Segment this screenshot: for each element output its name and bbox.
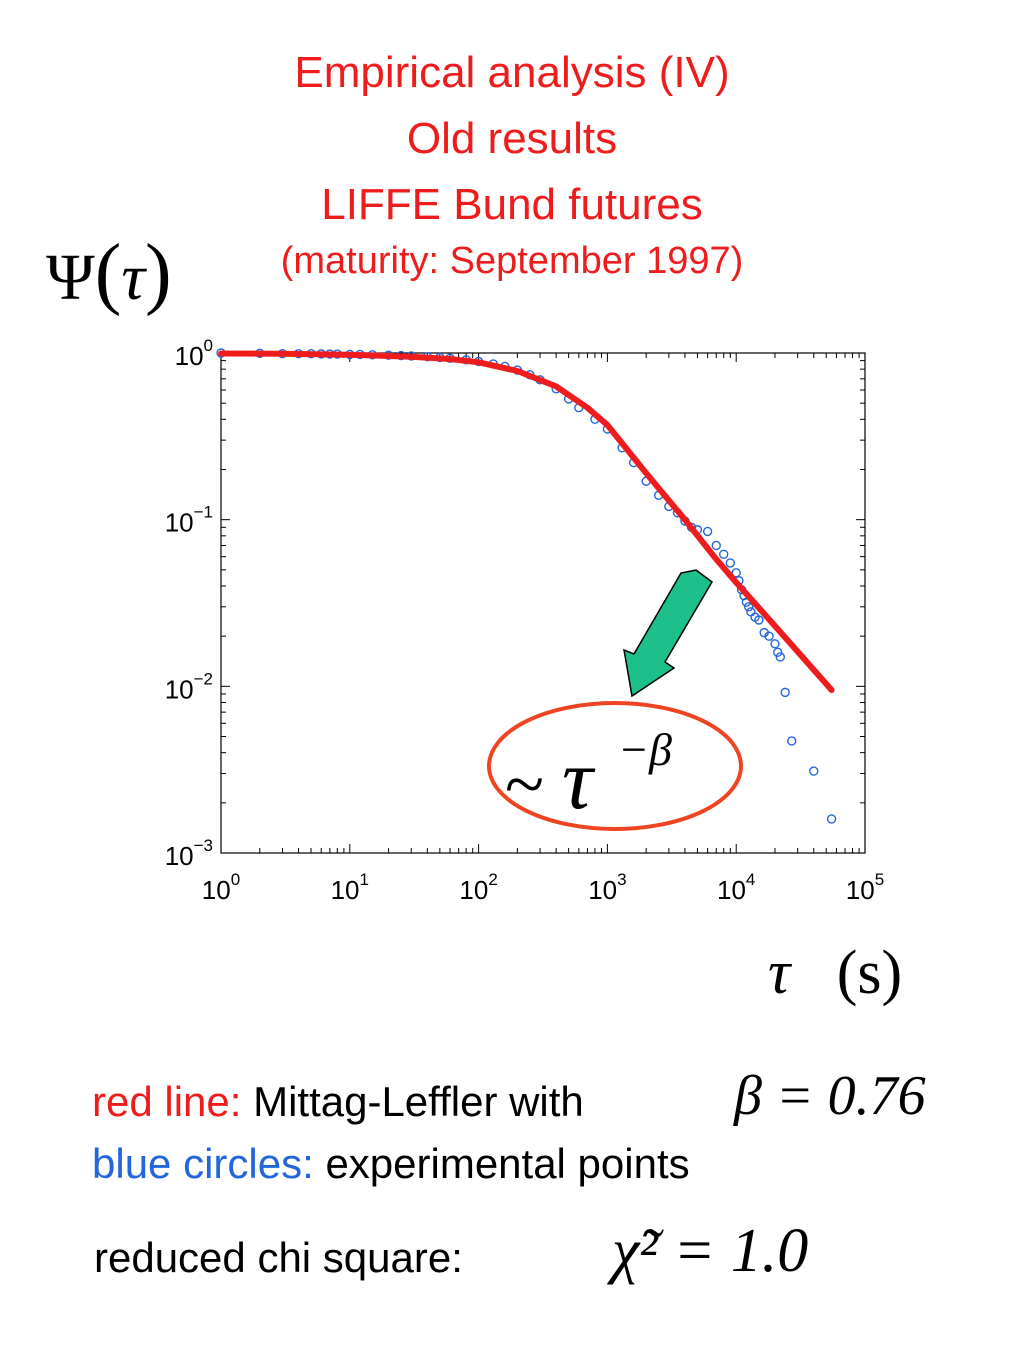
legend-blue-text: experimental points	[325, 1140, 690, 1187]
y-axis-open-paren: (	[94, 229, 122, 317]
x-tick-label: 102	[459, 870, 497, 905]
annotation-exponent: −β	[618, 724, 672, 775]
data-point	[702, 526, 713, 537]
beta-equation-text: β = 0.76	[734, 1065, 926, 1127]
data-point	[780, 687, 790, 698]
beta-equation: β = 0.76	[734, 1064, 926, 1128]
legend-chi-label: reduced chi square:	[94, 1234, 463, 1281]
plot-frame	[220, 352, 866, 854]
data-point	[725, 558, 736, 568]
data-point	[775, 652, 786, 662]
x-tick-label: 100	[202, 870, 240, 905]
title-line-4: (maturity: September 1997)	[280, 240, 744, 282]
y-tick-labels: 100 10−1 10−2 10−3	[165, 336, 213, 871]
chi-equation: χ̃² = 1.0	[612, 1216, 808, 1287]
legend-red-text: Mittag-Leffler with	[253, 1078, 584, 1125]
x-tick-label: 105	[846, 870, 884, 905]
annotation-tilde: ~	[505, 744, 544, 824]
data-point	[731, 568, 741, 578]
data-point	[754, 615, 764, 625]
title-line-1: Empirical analysis (IV)	[294, 48, 730, 97]
legend-blue: blue circles: experimental points	[92, 1140, 690, 1188]
x-axis-symbol: τ	[768, 939, 791, 1007]
data-point	[764, 631, 774, 641]
data-point	[746, 607, 756, 617]
data-point	[743, 602, 754, 612]
chi-equation-text: χ̃² = 1.0	[612, 1217, 809, 1285]
chart-axes	[220, 352, 866, 854]
data-point	[787, 736, 797, 746]
data-point	[809, 766, 819, 776]
x-tick-labels: 100 101 102 103 104 105	[202, 870, 884, 905]
legend-blue-prefix: blue circles:	[92, 1140, 314, 1187]
annotation-ellipse	[487, 701, 743, 831]
data-point	[826, 814, 837, 824]
data-point	[711, 540, 721, 551]
y-tick-label: 10−1	[165, 503, 213, 538]
data-point	[719, 549, 729, 559]
data-point	[770, 639, 780, 649]
chart: 100 10−1 10−2 10−3 100 101 102 103 104 105 ~ τ −…	[165, 336, 885, 905]
y-axis-label: Ψ(τ)	[46, 228, 172, 319]
y-tick-label: 100	[175, 336, 213, 371]
annotation-tau: τ	[562, 731, 596, 827]
series-red-line	[218, 350, 835, 693]
y-tick-label: 10−3	[165, 836, 213, 871]
x-axis-label: τ (s)	[768, 938, 902, 1009]
y-axis-close-paren: )	[144, 229, 172, 317]
arrow-icon	[623, 569, 713, 698]
data-point	[773, 647, 783, 658]
legend-red-prefix: red line:	[92, 1078, 242, 1125]
x-axis-unit: (s)	[836, 939, 903, 1007]
x-tick-label: 103	[588, 870, 626, 905]
x-tick-label: 101	[331, 870, 369, 905]
y-tick-label: 10−2	[165, 669, 213, 704]
x-tick-label: 104	[717, 870, 755, 905]
legend-red: red line: Mittag-Leffler with	[92, 1078, 584, 1126]
title-line-2: Old results	[406, 114, 618, 163]
y-axis-arg: τ	[121, 241, 145, 314]
y-axis-symbol: Ψ	[46, 241, 95, 314]
title-line-3: LIFFE Bund futures	[321, 180, 703, 229]
